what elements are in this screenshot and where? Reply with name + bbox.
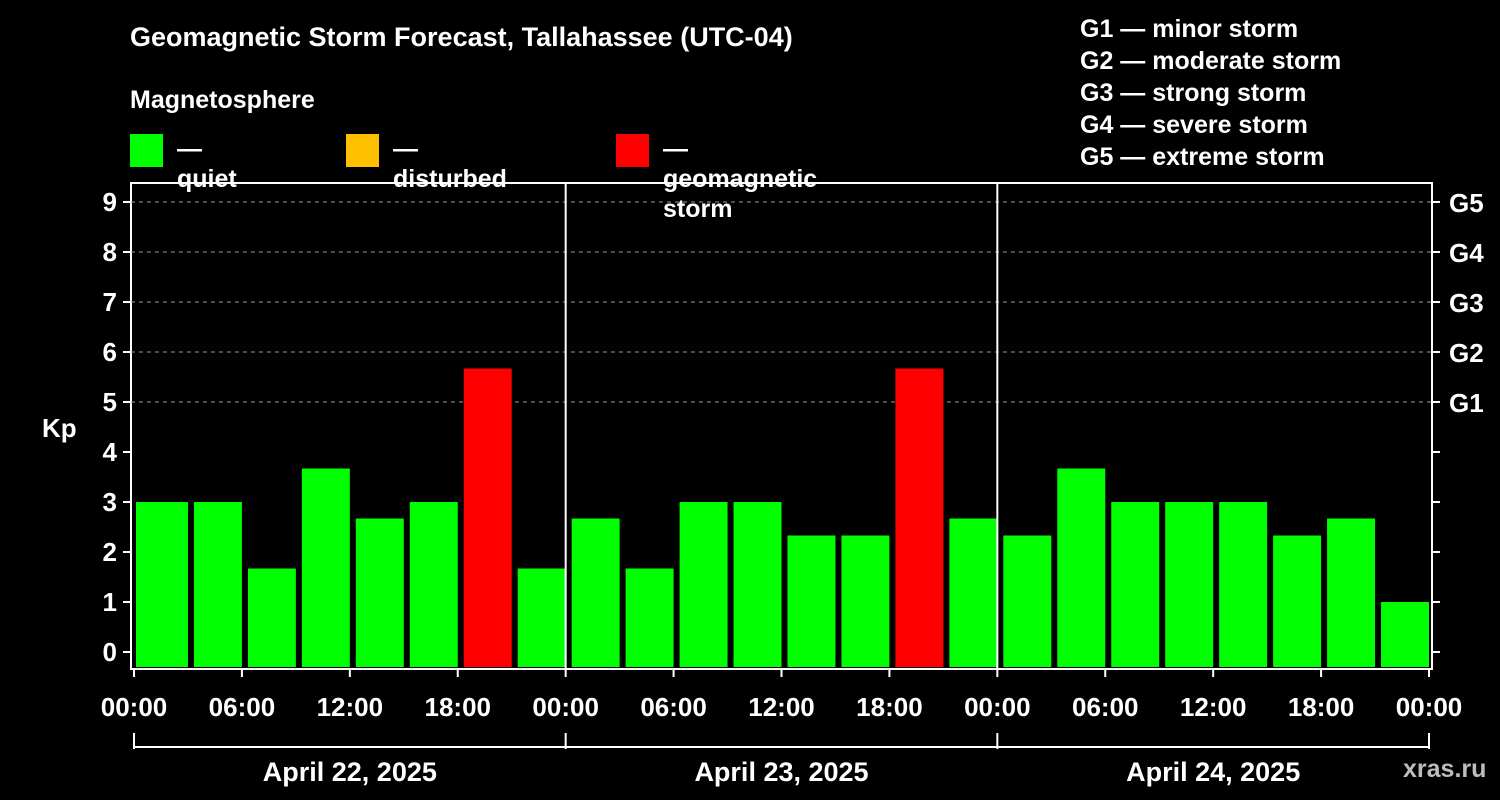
kp-bar xyxy=(463,368,512,667)
legend-swatch-storm xyxy=(616,134,649,167)
x-tick-label: 06:00 xyxy=(1072,692,1139,722)
kp-bar xyxy=(1111,502,1160,667)
x-tick-label: 12:00 xyxy=(317,692,384,722)
kp-bar xyxy=(193,502,242,667)
kp-bar xyxy=(355,518,404,667)
legend-label-storm: — geomagnetic storm xyxy=(663,135,818,223)
g-level-label: G1 xyxy=(1449,388,1484,418)
kp-bar xyxy=(1327,518,1376,667)
kp-bar xyxy=(787,535,836,667)
y-tick-label: 2 xyxy=(103,537,117,567)
kp-bar xyxy=(517,568,566,667)
kp-bar xyxy=(625,568,674,667)
kp-bar xyxy=(1273,535,1322,667)
day-label: April 22, 2025 xyxy=(263,757,437,787)
g-scale-g3: G3 — strong storm xyxy=(1080,79,1307,107)
kp-bar xyxy=(1003,535,1052,667)
kp-bar xyxy=(679,502,728,667)
legend-label-quiet: — quiet xyxy=(177,135,237,193)
kp-bar xyxy=(1165,502,1214,667)
kp-bar xyxy=(949,518,998,667)
kp-bar xyxy=(571,518,620,667)
y-axis-title: Kp xyxy=(42,413,77,443)
x-tick-label: 00:00 xyxy=(1396,692,1463,722)
kp-bar xyxy=(409,502,458,667)
y-tick-label: 6 xyxy=(103,337,117,367)
legend-label-disturbed: — disturbed xyxy=(393,135,507,193)
g-scale-g2: G2 — moderate storm xyxy=(1080,47,1342,75)
x-tick-label: 12:00 xyxy=(1180,692,1247,722)
g-scale-g4: G4 — severe storm xyxy=(1080,111,1308,139)
g-level-label: G2 xyxy=(1449,338,1484,368)
x-tick-label: 00:00 xyxy=(532,692,599,722)
kp-bar xyxy=(1381,602,1429,667)
kp-bar xyxy=(247,568,296,667)
g-level-label: G5 xyxy=(1449,188,1484,218)
g-level-label: G3 xyxy=(1449,288,1484,318)
y-tick-label: 0 xyxy=(103,637,117,667)
y-tick-label: 4 xyxy=(103,437,118,467)
watermark: xras.ru xyxy=(1403,755,1487,783)
y-tick-label: 7 xyxy=(103,287,117,317)
day-label: April 24, 2025 xyxy=(1126,757,1300,787)
kp-bar xyxy=(301,468,350,667)
x-tick-label: 00:00 xyxy=(964,692,1031,722)
g-scale-g1: G1 — minor storm xyxy=(1080,15,1299,43)
y-tick-label: 5 xyxy=(103,387,117,417)
g-level-label: G4 xyxy=(1449,238,1484,268)
kp-bar xyxy=(841,535,890,667)
kp-bar xyxy=(1057,468,1106,667)
day-label: April 23, 2025 xyxy=(694,757,868,787)
kp-bar xyxy=(895,368,944,667)
x-tick-label: 18:00 xyxy=(1288,692,1355,722)
legend-swatch-disturbed xyxy=(346,134,379,167)
x-tick-label: 00:00 xyxy=(101,692,168,722)
magnetosphere-label: Magnetosphere xyxy=(130,86,315,114)
y-tick-label: 8 xyxy=(103,237,117,267)
y-tick-label: 1 xyxy=(103,587,117,617)
x-tick-label: 18:00 xyxy=(425,692,492,722)
kp-bar xyxy=(733,502,782,667)
x-tick-label: 06:00 xyxy=(209,692,276,722)
x-tick-label: 18:00 xyxy=(856,692,923,722)
chart-title: Geomagnetic Storm Forecast, Tallahassee … xyxy=(130,22,793,52)
x-tick-label: 06:00 xyxy=(640,692,707,722)
g-scale-g5: G5 — extreme storm xyxy=(1080,143,1325,171)
kp-bar xyxy=(136,502,188,667)
legend-swatch-quiet xyxy=(130,134,163,167)
y-tick-label: 3 xyxy=(103,487,117,517)
y-tick-label: 9 xyxy=(103,187,117,217)
x-tick-label: 12:00 xyxy=(748,692,815,722)
kp-bar xyxy=(1219,502,1268,667)
